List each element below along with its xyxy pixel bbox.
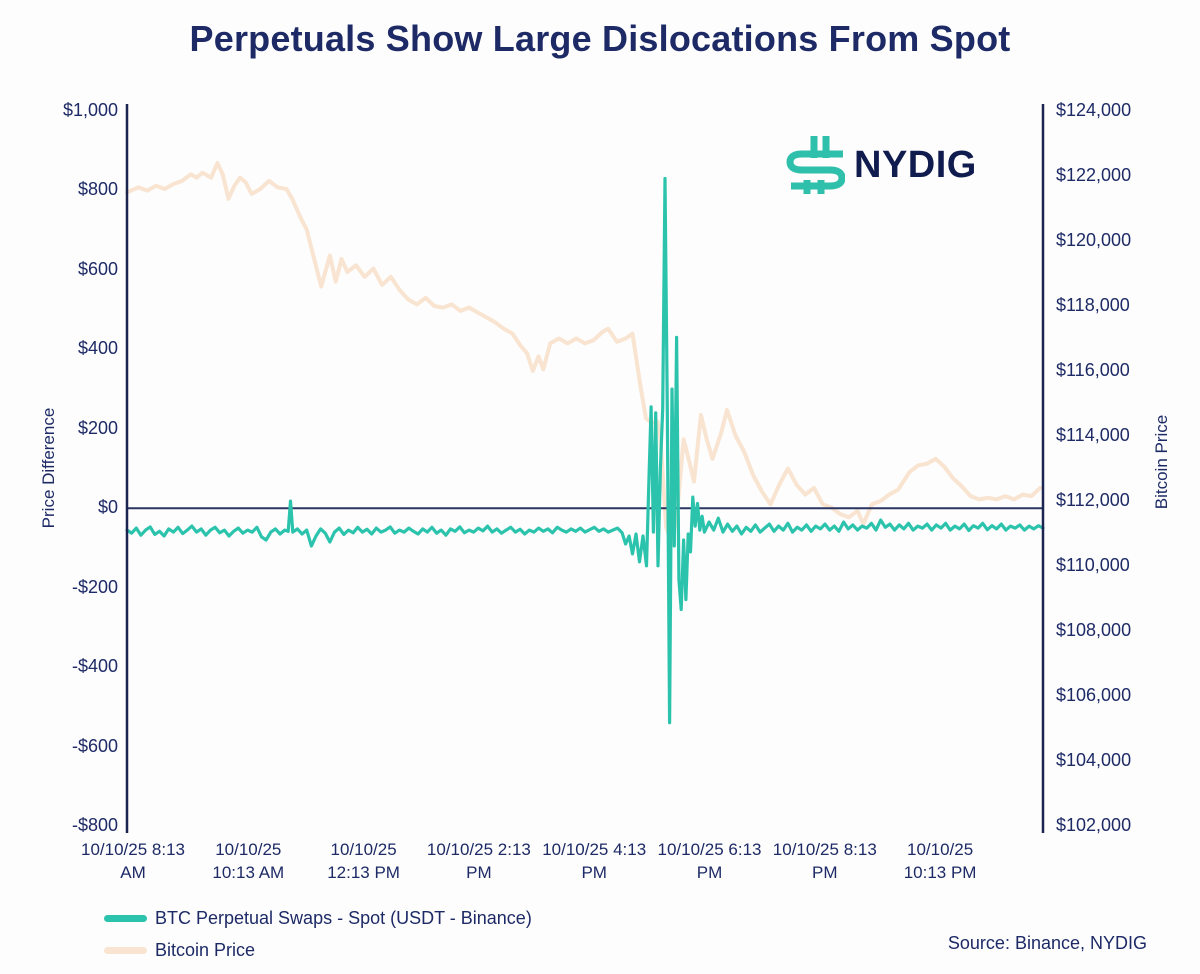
x-axis-tick: 10/10/25 10:13 PM (878, 838, 1002, 884)
right-axis-tick: $110,000 (1056, 555, 1130, 575)
x-axis-tick-line2: PM (581, 863, 607, 882)
right-axis-tick: $106,000 (1056, 685, 1132, 705)
right-axis-tick: $112,000 (1056, 490, 1130, 510)
left-axis-tick: -$800 (71, 815, 118, 835)
right-axis-tick: $104,000 (1056, 750, 1132, 770)
right-axis-tick: $108,000 (1056, 620, 1132, 640)
right-axis-tick: $114,000 (1056, 425, 1130, 445)
x-axis-tick-line2: PM (812, 863, 838, 882)
right-axis-title: Bitcoin Price (1152, 414, 1171, 510)
x-axis-tick: 10/10/25 6:13 PM (648, 838, 772, 884)
x-axis-tick: 10/10/25 8:13 AM (71, 838, 195, 884)
legend-label-perp-spot: BTC Perpetual Swaps - Spot (USDT - Binan… (155, 908, 532, 928)
x-axis-tick-line2: 10:13 PM (903, 863, 977, 882)
right-axis-tick: $116,000 (1056, 360, 1130, 380)
right-axis-tick: $120,000 (1056, 230, 1132, 250)
left-axis-tick: $800 (77, 179, 118, 200)
x-axis-tick-line2: PM (696, 863, 723, 882)
nydig-wordmark: NYDIG (854, 143, 977, 186)
x-axis-tick: 10/10/25 10:13 AM (186, 838, 310, 884)
x-axis-tick: 10/10/25 2:13 PM (417, 838, 541, 884)
nydig-logo: NYDIG (781, 134, 977, 194)
perp-spot-line-swatch (104, 915, 147, 922)
nydig-dollar-icon (786, 136, 845, 194)
chart-title: Perpetuals Show Large Dislocations From … (189, 18, 1011, 59)
x-axis-tick: 10/10/25 4:13 PM (532, 838, 656, 884)
left-axis-tick: -$400 (71, 656, 118, 677)
perp-spot-difference-line (125, 176, 1045, 725)
x-axis-tick: 10/10/25 8:13 PM (763, 838, 887, 884)
left-axis-title: Price Difference (39, 407, 58, 529)
right-axis-tick: $102,000 (1056, 815, 1132, 835)
source-note: Source: Binance, NYDIG (947, 933, 1147, 953)
left-axis-tick: $1,000 (62, 100, 118, 120)
x-axis-tick-line2: 12:13 PM (327, 863, 400, 882)
left-axis-tick: $200 (77, 417, 118, 438)
x-axis-tick-line2: AM (120, 863, 146, 882)
bitcoin-price-line-swatch (104, 947, 147, 954)
legend-item-perp-spot: BTC Perpetual Swaps - Spot (USDT - Binan… (104, 908, 532, 929)
right-axis-tick: $118,000 (1056, 295, 1130, 315)
left-axis-tick: -$600 (71, 735, 118, 756)
right-axis-tick: $124,000 (1056, 100, 1132, 120)
left-axis-tick: -$200 (71, 576, 118, 597)
bitcoin-price-line (125, 161, 1043, 547)
x-axis-tick: 10/10/25 12:13 PM (302, 838, 426, 884)
legend: BTC Perpetual Swaps - Spot (USDT - Binan… (104, 908, 532, 972)
x-axis-tick-line2: PM (466, 863, 492, 882)
x-axis-tick-line2: 10:13 AM (212, 863, 285, 882)
right-axis-tick: $122,000 (1056, 165, 1132, 185)
legend-item-bitcoin-price: Bitcoin Price (104, 940, 532, 961)
left-axis-tick: $0 (97, 497, 118, 518)
left-axis-tick: $400 (77, 338, 118, 359)
legend-label-bitcoin-price: Bitcoin Price (155, 940, 256, 960)
left-axis-tick: $600 (77, 258, 118, 279)
